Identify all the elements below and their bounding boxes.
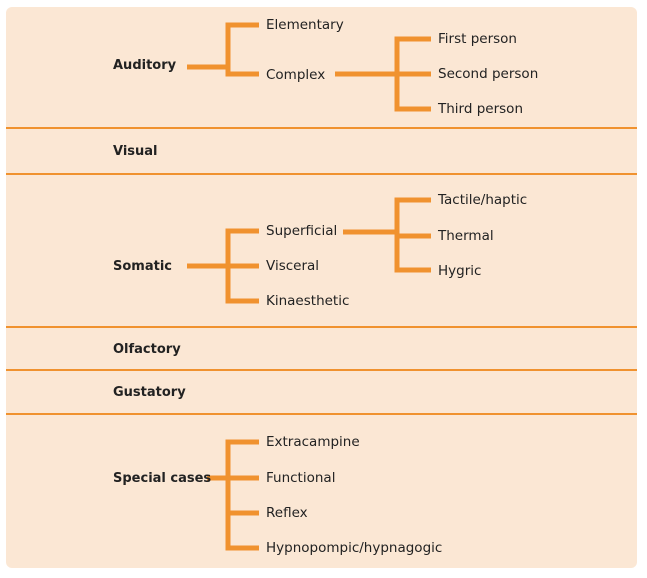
category-gustatory: Gustatory bbox=[113, 385, 186, 400]
category-visual: Visual bbox=[113, 144, 158, 159]
section-divider bbox=[6, 369, 637, 371]
node-first-person: First person bbox=[438, 31, 517, 47]
node-extracampine: Extracampine bbox=[266, 434, 360, 450]
node-superficial: Superficial bbox=[266, 223, 338, 239]
node-elementary: Elementary bbox=[266, 17, 344, 33]
diagram-panel bbox=[6, 7, 637, 568]
node-second-person: Second person bbox=[438, 66, 539, 82]
node-complex: Complex bbox=[266, 67, 326, 83]
connector-auditory-bracket bbox=[225, 22, 259, 77]
section-divider bbox=[6, 173, 637, 175]
section-divider bbox=[6, 413, 637, 415]
node-kinaesthetic: Kinaesthetic bbox=[266, 293, 350, 309]
node-hypnopompic-hypnagogic: Hypnopompic/hypnagogic bbox=[266, 540, 443, 556]
category-olfactory: Olfactory bbox=[113, 342, 181, 357]
node-reflex: Reflex bbox=[266, 505, 308, 521]
node-thermal: Thermal bbox=[438, 228, 494, 244]
section-divider bbox=[6, 127, 637, 129]
category-special-cases: Special cases bbox=[113, 471, 212, 486]
node-hygric: Hygric bbox=[438, 263, 482, 279]
category-somatic: Somatic bbox=[113, 259, 172, 274]
node-tactile-haptic: Tactile/haptic bbox=[438, 192, 528, 208]
node-visceral: Visceral bbox=[266, 258, 320, 274]
connector-special-bracket bbox=[225, 439, 259, 551]
section-divider bbox=[6, 326, 637, 328]
node-functional: Functional bbox=[266, 470, 336, 486]
category-auditory: Auditory bbox=[113, 58, 177, 73]
node-third-person: Third person bbox=[438, 101, 524, 117]
